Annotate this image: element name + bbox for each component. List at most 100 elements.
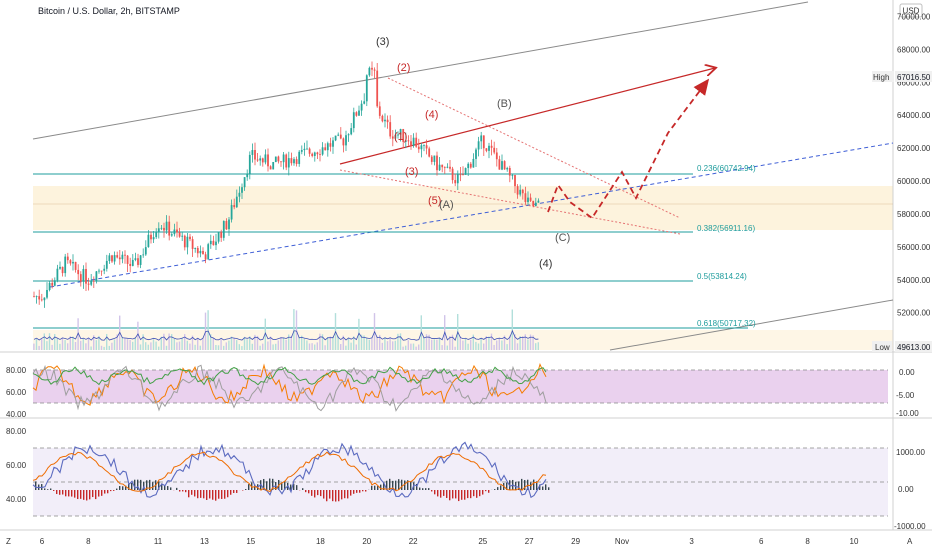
histogram-bar xyxy=(548,487,550,490)
volume-bar xyxy=(483,343,485,350)
histogram-bar xyxy=(128,483,130,490)
candle-body xyxy=(480,135,483,142)
volume-bar xyxy=(51,344,53,350)
candle-body xyxy=(514,175,516,187)
volume-bar xyxy=(470,339,472,350)
candle-body xyxy=(48,282,51,290)
trend-dashed-blue[interactable] xyxy=(49,142,894,288)
volume-bar xyxy=(121,337,123,350)
candle-body xyxy=(69,260,72,264)
volume-bar xyxy=(251,343,253,350)
candle-body xyxy=(441,164,444,168)
histogram-bar xyxy=(56,490,58,495)
candle-body xyxy=(521,189,524,194)
histogram-bar xyxy=(461,490,463,500)
volume-bar xyxy=(472,334,474,350)
histogram-bar xyxy=(329,490,331,499)
volume-bar xyxy=(516,343,519,350)
histogram-bar xyxy=(263,478,265,490)
histogram-bar xyxy=(59,490,61,495)
low-label: Low xyxy=(875,343,890,352)
volume-bar xyxy=(488,336,490,350)
ind1-right-tick: -10.00 xyxy=(896,409,919,418)
candle-body xyxy=(259,158,262,161)
volume-bar xyxy=(95,340,97,350)
currency-button[interactable] xyxy=(899,3,923,18)
price-tick: 52000.00 xyxy=(897,309,931,318)
histogram-bar xyxy=(377,486,379,490)
volume-bar xyxy=(405,345,407,350)
volume-bar xyxy=(54,334,56,350)
histogram-bar xyxy=(269,478,271,490)
histogram-bar xyxy=(515,481,517,490)
candle-body xyxy=(464,168,467,175)
candle-body xyxy=(131,259,134,266)
volume-bar xyxy=(145,342,147,350)
price-tick: 66000.00 xyxy=(897,78,931,87)
candle-body xyxy=(173,229,176,235)
histogram-bar xyxy=(518,481,520,490)
volume-bar xyxy=(350,342,352,350)
candle-body xyxy=(111,255,113,262)
histogram-bar xyxy=(104,490,106,494)
candle-body xyxy=(287,158,290,168)
volume-bar xyxy=(113,339,116,350)
candle-body xyxy=(355,112,358,116)
volume-bar xyxy=(506,344,508,350)
candle-body xyxy=(451,168,454,181)
channel-top-line[interactable] xyxy=(32,1,809,140)
histogram-bar xyxy=(131,482,133,490)
projection-path[interactable] xyxy=(547,78,710,220)
candle-body xyxy=(337,134,340,136)
volume-bar xyxy=(329,336,331,350)
volume-bar xyxy=(191,335,194,350)
candle-body xyxy=(342,138,345,146)
channel-bottom-line[interactable] xyxy=(609,299,894,351)
volume-bar xyxy=(282,337,285,350)
candle-body xyxy=(350,128,353,135)
volume-bar xyxy=(176,342,178,350)
corner-label-left[interactable]: Z xyxy=(6,537,11,546)
corner-label-right[interactable]: A xyxy=(907,537,913,546)
volume-bar xyxy=(475,341,477,350)
candle-body xyxy=(459,174,462,176)
volume-bar xyxy=(366,338,368,350)
volume-bar xyxy=(436,339,438,350)
candle-body xyxy=(168,221,171,236)
price-tick: 70000.00 xyxy=(897,12,931,21)
volume-bar xyxy=(301,335,303,350)
wave-channel-red[interactable] xyxy=(339,68,715,165)
indicator1-pane[interactable] xyxy=(32,362,888,412)
histogram-bar xyxy=(92,490,94,498)
wave-line[interactable] xyxy=(387,77,681,219)
volume-bar xyxy=(80,340,82,350)
indicator2-pane[interactable] xyxy=(32,441,888,517)
price-axis[interactable]: 70000.00 68000.00 66000.00 64000.00 62000.00… xyxy=(897,12,931,350)
high-value: 67016.50 xyxy=(897,73,931,82)
volume-bar xyxy=(511,309,513,350)
histogram-bar xyxy=(266,481,268,490)
candle-body xyxy=(298,151,301,164)
time-tick: 15 xyxy=(246,537,255,546)
candle-body xyxy=(282,154,285,163)
volume-bar xyxy=(246,339,248,350)
histogram-bar xyxy=(383,482,385,490)
candle-body xyxy=(363,101,366,104)
histogram-bar xyxy=(212,490,214,500)
histogram-bar xyxy=(341,490,343,500)
volume-bar xyxy=(152,339,155,350)
histogram-bar xyxy=(440,490,442,498)
histogram-bar xyxy=(347,490,349,499)
wave-line[interactable] xyxy=(339,169,681,235)
histogram-bar xyxy=(488,490,490,493)
candle-body xyxy=(79,274,82,282)
volume-bar xyxy=(194,344,196,350)
histogram-bar xyxy=(197,490,199,499)
candle-body xyxy=(529,197,532,201)
candle-body xyxy=(352,112,355,129)
candle-body xyxy=(391,136,394,139)
time-axis[interactable]: 6 8 11 13 15 18 20 22 25 27 29 Nov 3 6 8 10 xyxy=(40,537,859,546)
volume-bar xyxy=(337,335,339,350)
candle-body xyxy=(324,147,327,151)
volume-bar xyxy=(106,333,108,350)
